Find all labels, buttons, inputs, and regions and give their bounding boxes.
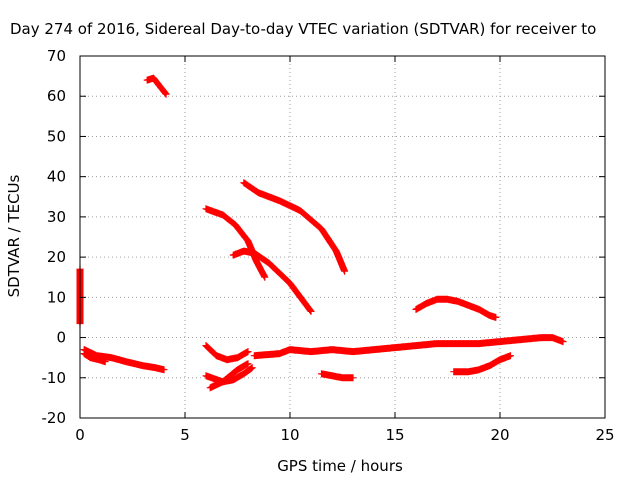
x-tick-label: 15 — [385, 426, 404, 444]
series-markers — [318, 370, 357, 382]
y-tick-label: 50 — [47, 127, 66, 145]
series-arc-7 — [229, 247, 315, 315]
series-markers — [206, 360, 252, 392]
series-markers — [229, 247, 315, 315]
series-arc-1 — [80, 346, 168, 374]
series-markers — [202, 342, 252, 364]
y-tick-label: -20 — [42, 409, 67, 427]
chart-title: Day 274 of 2016, Sidereal Day-to-day VTE… — [10, 20, 596, 38]
series-markers — [450, 352, 514, 376]
y-tick-label: 30 — [47, 208, 66, 226]
y-tick-label: 70 — [47, 47, 66, 65]
series-arc-2 — [143, 74, 170, 98]
series-markers — [143, 74, 170, 98]
series-markers — [80, 346, 168, 374]
series-markers — [412, 295, 500, 321]
series-arc-9 — [250, 334, 567, 360]
series-markers — [240, 179, 349, 275]
y-tick-label: 60 — [47, 87, 66, 105]
x-tick-label: 25 — [595, 426, 614, 444]
x-tick-label: 20 — [490, 426, 509, 444]
series-arc-12 — [450, 352, 514, 376]
series-markers — [250, 334, 567, 360]
x-tick-label: 0 — [75, 426, 85, 444]
y-axis-label: SDTVAR / TECUs — [5, 174, 23, 297]
series-arc-3 — [202, 342, 252, 364]
ticks: 0 5 10 15 20 25 -20 -10 0 10 20 30 40 50 60 70 — [42, 47, 615, 444]
x-tick-label: 5 — [180, 426, 190, 444]
series-arc-5 — [206, 360, 252, 392]
y-tick-label: 20 — [47, 248, 66, 266]
series-arc-10 — [318, 370, 357, 382]
y-tick-label: 0 — [56, 329, 66, 347]
series-arc-11 — [412, 295, 500, 321]
series-markers — [80, 350, 109, 366]
series-arc-8 — [240, 179, 349, 275]
grid — [80, 56, 605, 418]
plot-frame — [79, 55, 606, 419]
y-tick-label: -10 — [42, 369, 67, 387]
series-arc-1b — [80, 350, 109, 366]
y-tick-label: 10 — [47, 288, 66, 306]
data-series — [76, 74, 567, 392]
x-axis-label: GPS time / hours — [277, 457, 403, 475]
x-tick-label: 10 — [280, 426, 299, 444]
y-tick-label: 40 — [47, 168, 66, 186]
